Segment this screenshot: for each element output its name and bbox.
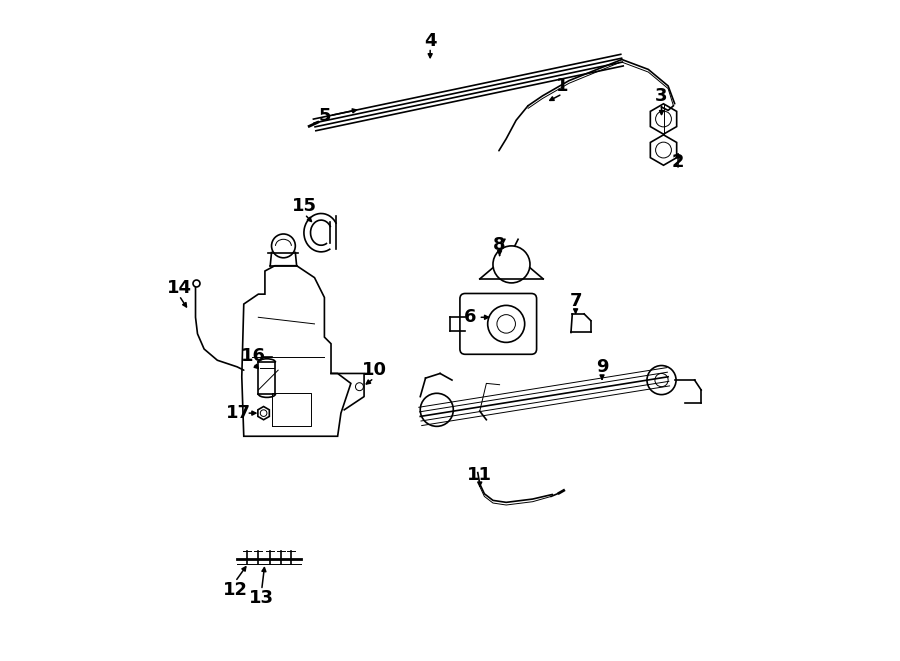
Text: 6: 6	[464, 308, 476, 327]
Text: 8: 8	[493, 235, 506, 254]
Text: 16: 16	[240, 346, 266, 365]
Text: 15: 15	[292, 197, 317, 215]
Text: 7: 7	[570, 292, 581, 310]
Text: 1: 1	[556, 77, 569, 95]
Text: 14: 14	[166, 278, 192, 297]
Text: 3: 3	[655, 87, 668, 105]
Text: 2: 2	[671, 153, 684, 171]
Text: 9: 9	[596, 358, 608, 376]
Text: 10: 10	[362, 361, 386, 379]
Text: 5: 5	[319, 106, 330, 125]
Text: 4: 4	[424, 32, 436, 50]
Text: 12: 12	[222, 580, 248, 599]
Text: 13: 13	[249, 589, 274, 607]
Text: 11: 11	[467, 465, 492, 484]
Text: 17: 17	[226, 404, 251, 422]
